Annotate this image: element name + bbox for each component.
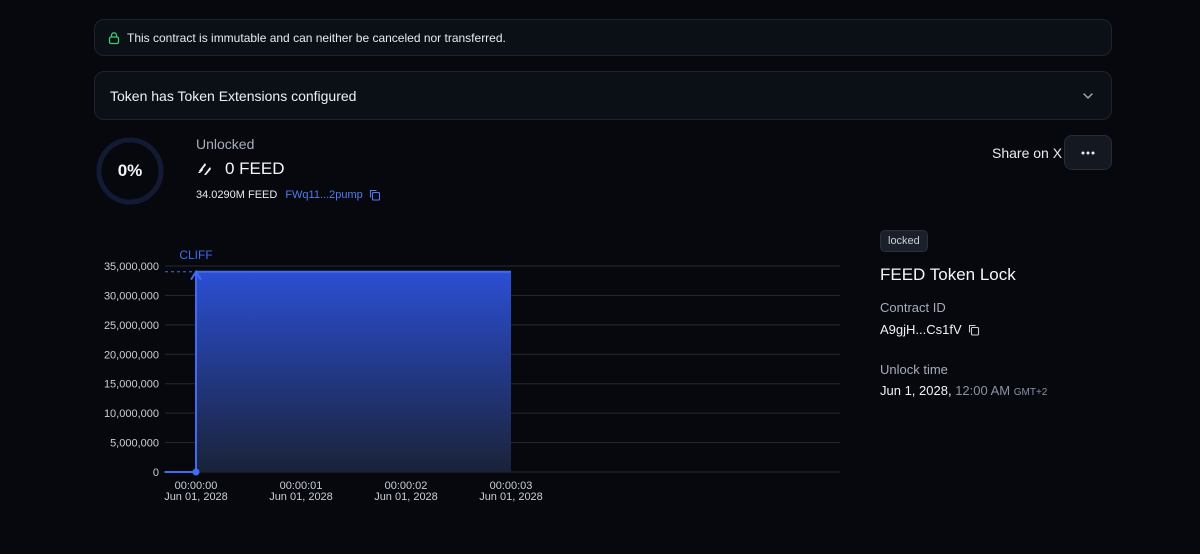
unlock-schedule-chart: 0 5,000,000 10,000,000 15,000,000 20,000,000…: [104, 248, 840, 503]
unlock-time-label: Unlock time: [880, 362, 948, 377]
y-tick-label: 35,000,000: [104, 261, 159, 273]
y-tick-label: 20,000,000: [104, 349, 159, 361]
unlock-date: Jun 1, 2028,: [880, 383, 952, 398]
immutable-notice-text: This contract is immutable and can neith…: [127, 30, 506, 45]
x-tick-time: 00:00:01: [280, 480, 323, 492]
x-tick-time: 00:00:02: [385, 480, 428, 492]
contract-id-label: Contract ID: [880, 300, 946, 315]
more-options-button[interactable]: [1064, 135, 1112, 170]
unlock-time-value: Jun 1, 2028, 12:00 AM GMT+2: [880, 383, 1047, 398]
more-horizontal-icon: [1081, 151, 1095, 154]
cliff-label: CLIFF: [179, 248, 212, 262]
token-logo-icon: [196, 160, 214, 178]
unlock-area: [196, 271, 511, 472]
chevron-down-icon[interactable]: [1081, 89, 1095, 103]
copy-address-icon[interactable]: [369, 189, 381, 201]
lock-title: FEED Token Lock: [880, 265, 1016, 284]
y-tick-label: 25,000,000: [104, 320, 159, 332]
x-tick-date: Jun 01, 2028: [374, 491, 438, 503]
status-badge: locked: [880, 230, 928, 252]
y-tick-label: 15,000,000: [104, 379, 159, 391]
x-tick-time: 00:00:00: [175, 480, 218, 492]
x-tick-time: 00:00:03: [490, 480, 533, 492]
x-tick-date: Jun 01, 2028: [269, 491, 333, 503]
share-on-x-button[interactable]: Share on X: [992, 145, 1063, 161]
x-tick-date: Jun 01, 2028: [164, 491, 228, 503]
y-tick-label: 0: [153, 467, 159, 479]
unlocked-amount: 0 FEED: [225, 159, 285, 178]
y-tick-label: 30,000,000: [104, 290, 159, 302]
token-extensions-accordion[interactable]: Token has Token Extensions configured: [94, 71, 1112, 120]
unlock-time: 12:00 AM: [955, 383, 1011, 398]
unlock-timezone: GMT+2: [1013, 387, 1048, 398]
unlock-progress-percent: 0%: [117, 161, 143, 180]
unlock-progress-ring: [96, 137, 164, 205]
token-extensions-text: Token has Token Extensions configured: [110, 87, 357, 104]
x-tick-date: Jun 01, 2028: [479, 491, 543, 503]
token-address-link[interactable]: FWq11...2pump: [285, 189, 363, 201]
cliff-start-point: [192, 468, 200, 476]
total-locked-amount: 34.0290M FEED: [196, 189, 278, 201]
copy-contract-id-icon[interactable]: [968, 324, 980, 336]
y-tick-label: 10,000,000: [104, 408, 159, 420]
immutable-notice-banner: This contract is immutable and can neith…: [94, 19, 1112, 56]
contract-id-value: A9gjH...Cs1fV: [880, 322, 962, 337]
cliff-arrow-icon: [190, 269, 202, 281]
unlocked-label: Unlocked: [196, 136, 255, 152]
y-tick-label: 5,000,000: [110, 438, 159, 450]
lock-icon: [107, 31, 121, 45]
unlock-line: [164, 270, 511, 473]
